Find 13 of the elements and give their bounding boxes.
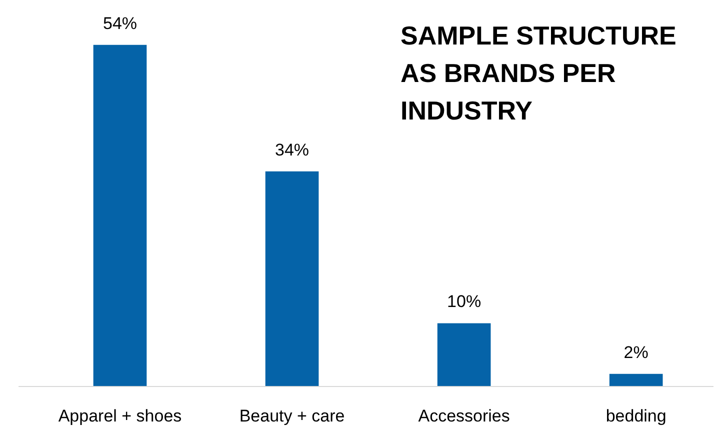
x-tick-label: Apparel + shoes [58,406,182,426]
bar [265,171,319,386]
bar [93,44,147,386]
data-label: 2% [624,342,648,362]
x-tick-label: bedding [606,406,666,426]
x-tick-label: Accessories [418,406,510,426]
data-label: 34% [275,140,310,160]
bar [609,374,663,386]
x-tick-label: Beauty + care [239,406,345,426]
data-label: 54% [102,14,138,33]
text: SAMPLE STRUCTURE AS BRANDS PER INDUSTRY [400,20,676,126]
data-label: 10% [447,292,482,312]
bar [437,323,491,386]
